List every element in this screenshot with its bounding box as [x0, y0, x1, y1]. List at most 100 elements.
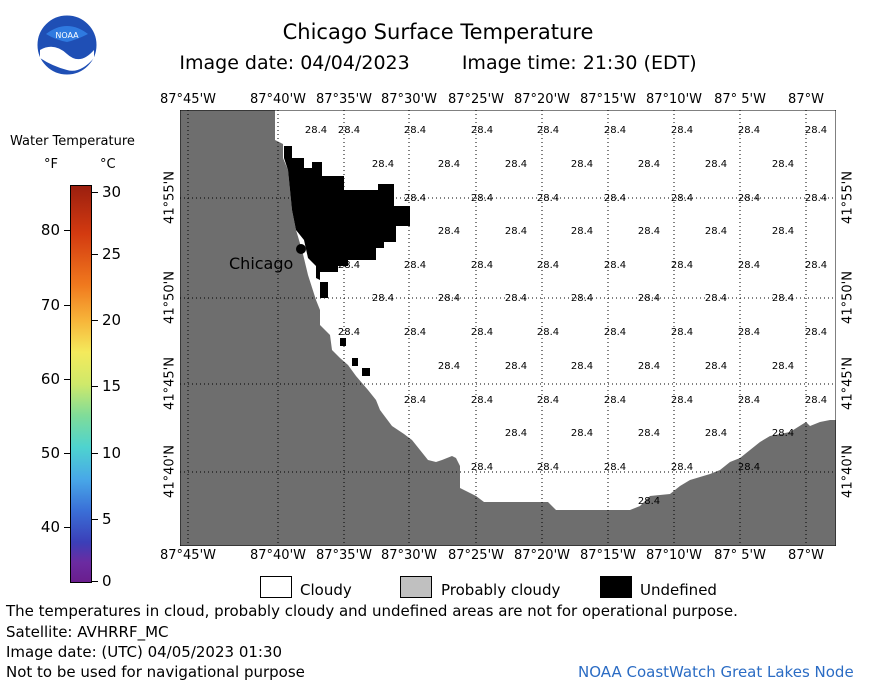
fahrenheit-tick-mark [64, 453, 70, 454]
temperature-value: 28.4 [505, 361, 527, 372]
latitude-label: 41°45'N [840, 357, 856, 410]
undefined-area [284, 146, 410, 280]
temperature-value: 28.4 [604, 327, 626, 338]
temperature-value: 28.4 [537, 327, 559, 338]
temperature-value: 28.4 [537, 193, 559, 204]
temperature-value: 28.4 [638, 428, 660, 439]
temperature-map: 28.4 28.4 28.4 28.4 28.4 28.4 28.4 28.4 28.4 28.4… [179, 109, 861, 550]
temperature-value: 28.4 [671, 327, 693, 338]
temperature-value: 28.4 [571, 428, 593, 439]
temperature-value: 28.4 [671, 395, 693, 406]
temperature-value: 28.4 [738, 462, 760, 473]
unit-fahrenheit: °F [44, 157, 58, 172]
temperature-value: 28.4 [772, 428, 794, 439]
celsius-tick: 15 [102, 377, 122, 395]
legend-title: Water Temperature [10, 134, 135, 149]
fahrenheit-tick: 80 [40, 221, 60, 239]
longitude-label: 87°10'W [645, 92, 702, 107]
longitude-label: 87°25'W [447, 92, 504, 107]
longitude-label: 87°40'W [249, 92, 306, 107]
legend-label-probably-cloudy: Probably cloudy [441, 581, 561, 599]
temperature-value: 28.4 [471, 260, 493, 271]
temperature-value: 28.4 [671, 193, 693, 204]
longitude-label: 87° 5'W [714, 92, 766, 107]
legend-swatch-undefined [600, 576, 632, 598]
temperature-value: 28.4 [372, 159, 394, 170]
temperature-value: 28.4 [705, 428, 727, 439]
celsius-tick: 25 [102, 245, 122, 263]
fahrenheit-tick-mark [64, 305, 70, 306]
temperature-value: 28.4 [505, 293, 527, 304]
temperature-value: 28.4 [404, 327, 426, 338]
satellite-text: Satellite: AVHRRF_MC [6, 623, 169, 641]
temperature-value: 28.4 [571, 361, 593, 372]
land-area [180, 110, 836, 546]
longitude-label: 87°35'W [315, 92, 372, 107]
page-title: Chicago Surface Temperature [282, 20, 594, 44]
latitude-label: 41°40'N [162, 445, 178, 498]
celsius-tick-mark [92, 386, 98, 387]
celsius-tick-mark [92, 320, 98, 321]
temperature-value: 28.4 [705, 226, 727, 237]
temperature-value: 28.4 [471, 395, 493, 406]
temperature-value: 28.4 [537, 260, 559, 271]
celsius-tick: 5 [102, 510, 112, 528]
longitude-label: 87°W [788, 548, 824, 563]
temperature-value: 28.4 [738, 395, 760, 406]
latitude-label: 41°45'N [162, 357, 178, 410]
longitude-label: 87°30'W [380, 92, 437, 107]
temperature-value: 28.4 [604, 193, 626, 204]
temperature-colorbar [70, 185, 92, 583]
temperature-value: 28.4 [705, 293, 727, 304]
latitude-label: 41°55'N [840, 171, 856, 224]
temperature-value: 28.4 [738, 125, 760, 136]
temperature-value: 28.4 [471, 327, 493, 338]
celsius-tick: 0 [102, 572, 112, 590]
temperature-value: 28.4 [537, 462, 559, 473]
legend-label-cloudy: Cloudy [300, 581, 352, 599]
temperature-value: 28.4 [438, 159, 460, 170]
celsius-tick-mark [92, 581, 98, 582]
temperature-value: 28.4 [372, 293, 394, 304]
longitude-label: 87°10'W [645, 548, 702, 563]
temperature-value: 28.4 [671, 125, 693, 136]
temperature-value: 28.4 [738, 327, 760, 338]
legend-swatch-cloudy [260, 576, 292, 598]
temperature-value: 28.4 [638, 496, 660, 507]
celsius-tick-mark [92, 192, 98, 193]
temperature-value: 28.4 [338, 193, 360, 204]
longitude-label: 87°20'W [513, 92, 570, 107]
city-label-chicago: Chicago [229, 254, 294, 273]
temperature-value: 28.4 [505, 428, 527, 439]
temperature-value: 28.4 [438, 361, 460, 372]
navigation-warning: Not to be used for navigational purpose [6, 663, 305, 681]
temperature-value: 28.4 [404, 125, 426, 136]
latitude-label: 41°55'N [162, 171, 178, 224]
temperature-value: 28.4 [671, 260, 693, 271]
temperature-value: 28.4 [705, 159, 727, 170]
image-datetime: Image date: 04/04/2023 Image time: 21:30… [0, 52, 876, 74]
latitude-label: 41°40'N [840, 445, 856, 498]
temperature-value: 28.4 [772, 361, 794, 372]
longitude-label: 87°45'W [159, 548, 216, 563]
temperature-value: 28.4 [638, 159, 660, 170]
temperature-value: 28.4 [338, 260, 360, 271]
temperature-value: 28.4 [505, 226, 527, 237]
fahrenheit-tick-mark [64, 527, 70, 528]
temperature-value: 28.4 [471, 125, 493, 136]
temperature-value: 28.4 [338, 327, 360, 338]
unit-celsius: °C [100, 157, 116, 172]
temperature-value: 28.4 [638, 226, 660, 237]
longitude-label: 87°15'W [579, 92, 636, 107]
temperature-value: 28.4 [604, 395, 626, 406]
temperature-value: 28.4 [604, 462, 626, 473]
image-time: Image time: 21:30 (EDT) [461, 52, 697, 74]
temperature-value: 28.4 [805, 395, 827, 406]
disclaimer-text: The temperatures in cloud, probably clou… [6, 602, 738, 620]
temperature-value: 28.4 [772, 293, 794, 304]
longitude-label: 87° 5'W [714, 548, 766, 563]
utc-date-text: Image date: (UTC) 04/05/2023 01:30 [6, 643, 283, 661]
logo-text: NOAA [55, 31, 79, 40]
fahrenheit-tick: 50 [40, 444, 60, 462]
temperature-value: 28.4 [772, 159, 794, 170]
